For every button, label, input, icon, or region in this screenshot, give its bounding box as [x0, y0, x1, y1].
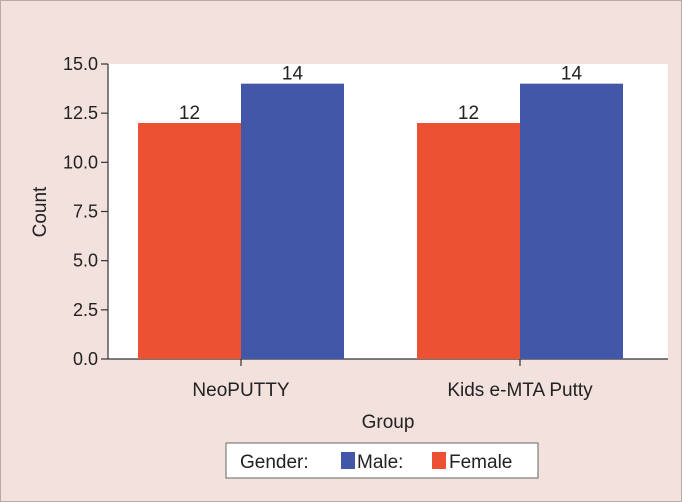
data-label-female-1: 12: [458, 103, 479, 124]
y-tick-label: 15.0: [63, 54, 98, 74]
x-ticks: NeoPUTTY Kids e-MTA Putty: [192, 359, 593, 401]
y-tick-label: 2.5: [73, 300, 98, 320]
legend-label-male: Male:: [357, 452, 403, 473]
x-axis-title: Group: [362, 412, 415, 433]
y-tick-label: 0.0: [73, 349, 98, 369]
data-labels: 12 14 12 14: [179, 64, 583, 124]
legend-title: Gender:: [240, 452, 309, 473]
y-tick-label: 7.5: [73, 202, 98, 222]
x-tick-label: Kids e-MTA Putty: [447, 380, 593, 401]
y-tick-label: 10.0: [63, 152, 98, 172]
bar-female-0: [138, 123, 241, 359]
bars: [138, 83, 623, 360]
legend-swatch-male: [341, 452, 355, 469]
bar-female-1: [417, 123, 520, 359]
bar-male-1: [520, 83, 623, 360]
data-label-female-0: 12: [179, 103, 200, 124]
data-label-male-1: 14: [561, 64, 583, 85]
legend-box: [225, 442, 539, 479]
y-axis-title: Count: [30, 186, 51, 237]
legend-label-female: Female: [449, 452, 512, 473]
y-tick-label: 5.0: [73, 251, 98, 271]
bar-male-0: [241, 83, 344, 360]
legend: Gender: Male: Female: [225, 442, 539, 479]
y-tick-label: 12.5: [63, 103, 98, 123]
legend-swatch-female: [432, 452, 446, 469]
y-ticks: 0.0 2.5 5.0 7.5 10.0 12.5 15.0: [63, 54, 108, 369]
data-label-male-0: 14: [282, 64, 304, 85]
x-tick-label: NeoPUTTY: [192, 380, 289, 401]
